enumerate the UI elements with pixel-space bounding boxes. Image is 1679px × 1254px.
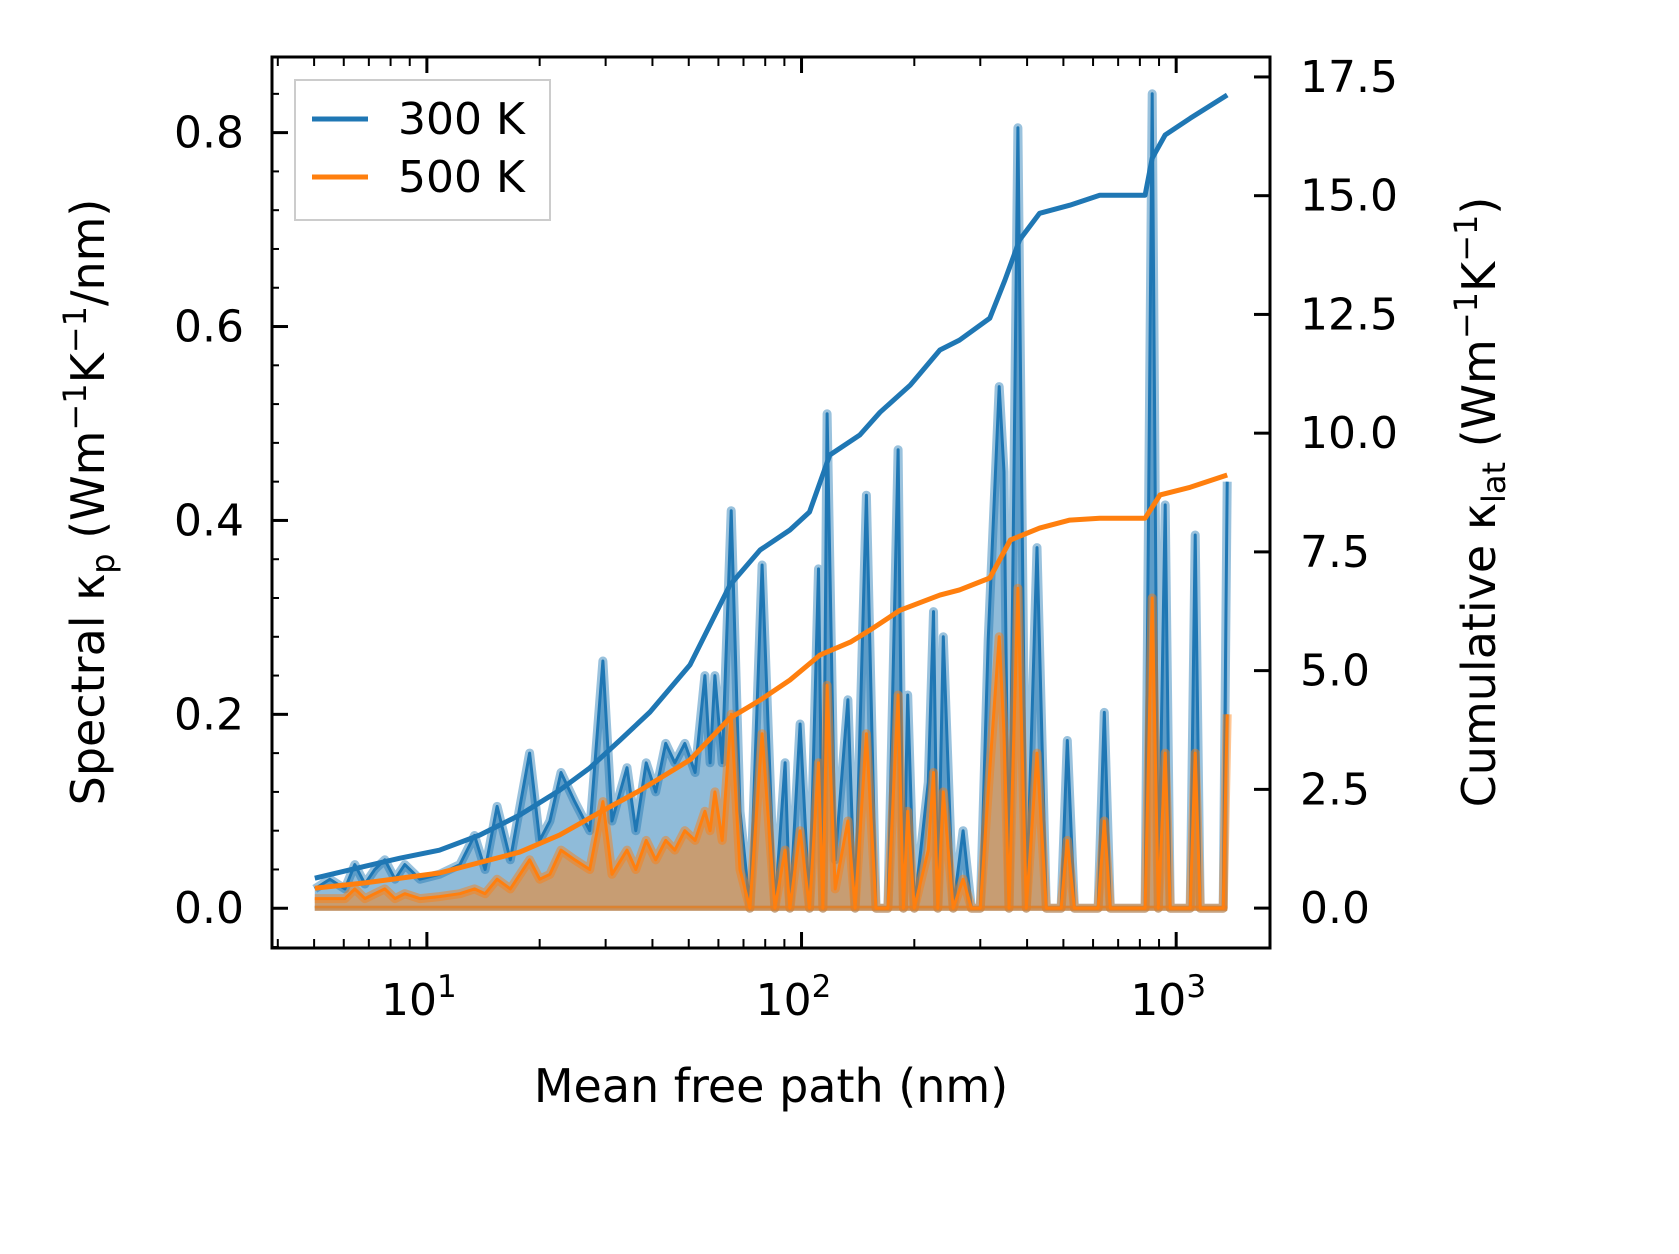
y-axis-right-label: Cumulative κlat (Wm−1K−1) [1447,197,1513,808]
y-right-tick-label: 12.5 [1300,289,1398,340]
axes: 101 102 103 0.0 0.2 0.4 0.6 0.8 0.0 2.5 5.0 7.5 10.0… [174,52,1398,1026]
spectral-line-500k [314,586,1229,910]
y-right-tick-label: 5.0 [1300,646,1370,697]
cumulative-line-500k [314,472,1228,891]
y-left-tick-label: 0.6 [174,302,244,353]
legend-label-300k: 300 K [398,94,526,145]
x-tick-label: 103 [1130,969,1206,1026]
x-tick-label: 101 [381,969,457,1026]
y-axis-left-label: Spectral κp (Wm−1K−1/nm) [56,199,122,806]
plot-area [312,89,1232,913]
spectral-line-300k [313,92,1229,910]
legend-box [294,79,551,221]
y-left-tick-label: 0.8 [174,108,244,159]
spectral-fill-500k [314,588,1228,909]
cumulative-line-300k [314,92,1229,881]
y-right-tick-label: 10.0 [1300,408,1398,459]
x-tick-label: 102 [756,969,832,1026]
y-right-tick-label: 7.5 [1300,527,1370,578]
y-left-tick-label: 0.2 [174,689,244,740]
legend-label-500k: 500 K [398,152,526,203]
y-right-tick-label: 2.5 [1300,764,1370,815]
legend: 300 K 500 K [294,79,551,221]
x-axis-label: Mean free path (nm) [534,1059,1008,1113]
y-left-tick-label: 0.4 [174,495,244,546]
axes-frame [270,55,1272,950]
y-right-tick-label: 15.0 [1300,171,1398,222]
y-left-tick-label: 0.0 [174,883,244,934]
y-right-tick-label: 17.5 [1300,52,1398,103]
y-right-tick-label: 0.0 [1300,883,1370,934]
